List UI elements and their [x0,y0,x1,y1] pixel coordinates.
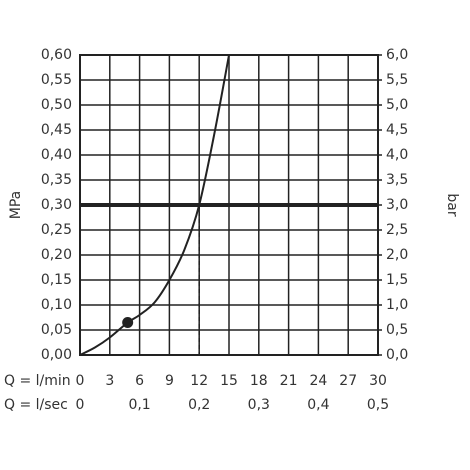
marker-point [122,317,134,328]
x-tick-label: 15 [220,373,238,389]
x2-tick-label: 0,4 [307,397,329,413]
y-tick-label: 0,45 [41,122,72,138]
y-tick-label: 0,60 [41,47,72,63]
y2-tick-label: 1,0 [386,297,408,313]
x-tick-label: 21 [280,373,298,389]
y-tick-label: 0,55 [41,72,72,88]
x2-tick-label: 0,3 [248,397,270,413]
y2-tick-label: 2,5 [386,222,408,238]
flow-curve [79,54,230,356]
y2-tick-label: 5,5 [386,72,408,88]
x-tick-label: 9 [165,373,174,389]
y-tick-label: 0,35 [41,172,72,188]
y-tick-label: 0,40 [41,147,72,163]
x2-tick-label: 0,2 [188,397,210,413]
y2-axis-label: bar [444,193,460,216]
x-axis-label: Q = l/min [4,373,71,389]
y-axis-label: MPa [8,191,24,219]
x-tick-label: 30 [369,373,387,389]
y-tick-label: 0,05 [41,322,72,338]
y-tick-label: 0,50 [41,97,72,113]
y2-tick-label: 0,5 [386,322,408,338]
y2-tick-label: 5,0 [386,97,408,113]
x-tick-label: 3 [105,373,114,389]
y-tick-label: 0,15 [41,272,72,288]
y2-tick-label: 1,5 [386,272,408,288]
y-tick-label: 0,25 [41,222,72,238]
x-tick-label: 24 [309,373,327,389]
y2-tick-label: 2,0 [386,247,408,263]
y-tick-label: 0,30 [41,197,72,213]
x-tick-label: 0 [76,373,85,389]
x-tick-label: 27 [339,373,357,389]
x2-tick-label: 0 [76,397,85,413]
x-tick-label: 12 [190,373,208,389]
y2-tick-label: 3,0 [386,197,408,213]
y-tick-label: 0,20 [41,247,72,263]
x-tick-label: 18 [250,373,268,389]
y2-tick-label: 6,0 [386,47,408,63]
y2-tick-label: 4,0 [386,147,408,163]
y-tick-label: 0,10 [41,297,72,313]
x2-tick-label: 0,5 [367,397,389,413]
y2-tick-label: 3,5 [386,172,408,188]
y2-tick-label: 4,5 [386,122,408,138]
x-tick-label: 6 [135,373,144,389]
x2-tick-label: 0,1 [128,397,150,413]
x2-axis-label: Q = l/sec [4,397,68,413]
y2-tick-label: 0,0 [386,347,408,363]
y-tick-label: 0,00 [41,347,72,363]
